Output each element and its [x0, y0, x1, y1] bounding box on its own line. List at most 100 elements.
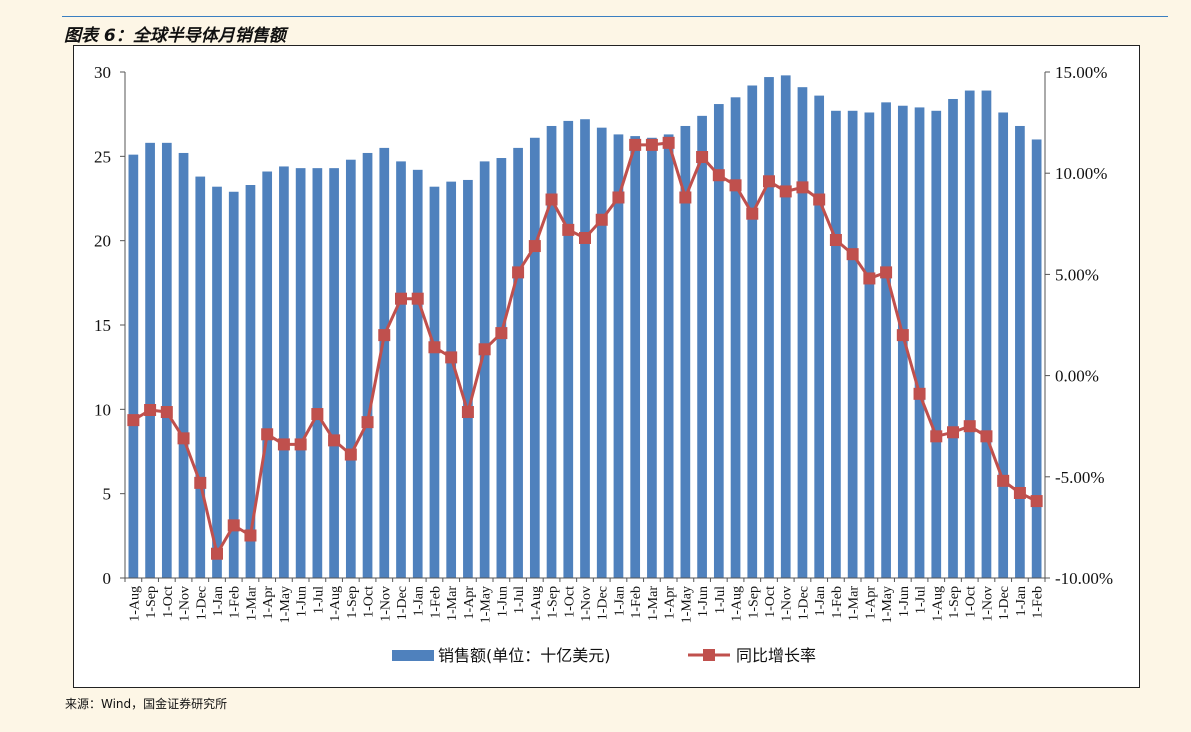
- growth-point-25: [545, 193, 558, 206]
- y-right-tick-label: 5.00%: [1055, 265, 1099, 284]
- growth-point-36: [729, 179, 742, 192]
- axes-layer: [120, 71, 1050, 582]
- bar-32: [663, 134, 674, 578]
- x-tick-label: 1-May: [278, 586, 293, 623]
- y-right-tick-label: 15.00%: [1055, 63, 1107, 82]
- growth-point-11: [311, 408, 324, 421]
- growth-point-14: [361, 416, 374, 429]
- growth-point-31: [645, 138, 658, 151]
- x-tick-label: 1-Mar: [847, 586, 862, 621]
- bar-3: [178, 152, 189, 578]
- bar-37: [747, 85, 758, 578]
- x-tick-label: 1-Aug: [127, 586, 142, 622]
- bar-29: [613, 134, 624, 578]
- x-tick-label: 1-Jan: [612, 586, 627, 616]
- x-tick-label: 1-Oct: [964, 586, 979, 618]
- growth-point-44: [863, 272, 876, 285]
- x-tick-label: 1-Sep: [746, 586, 761, 619]
- source-note: 来源：Wind，国金证券研究所: [65, 697, 228, 711]
- growth-point-38: [763, 175, 775, 188]
- x-tick-label: 1-Mar: [445, 586, 460, 621]
- bar-41: [814, 95, 825, 578]
- x-tick-label: 1-Jun: [696, 586, 711, 617]
- y-left-tick-label: 5: [103, 485, 112, 504]
- x-tick-label: 1-Oct: [562, 586, 577, 618]
- growth-point-27: [579, 231, 591, 244]
- growth-point-22: [495, 327, 508, 340]
- growth-point-46: [896, 329, 909, 342]
- bar-45: [881, 102, 891, 579]
- growth-point-37: [746, 207, 759, 220]
- top-rule: [62, 16, 1168, 17]
- legend-line-marker: [703, 649, 715, 661]
- bar-23: [513, 147, 523, 578]
- legend-line-label: 同比增长率: [736, 646, 816, 665]
- bar-30: [630, 136, 641, 578]
- x-tick-label: 1-Jul: [311, 586, 326, 614]
- growth-point-1: [144, 404, 157, 417]
- growth-point-10: [294, 438, 307, 451]
- growth-point-39: [779, 185, 792, 198]
- bar-49: [948, 98, 958, 578]
- growth-point-45: [880, 266, 893, 279]
- y-left-tick-label: 25: [94, 147, 111, 166]
- growth-point-49: [947, 426, 959, 439]
- bar-13: [345, 159, 356, 578]
- bars-layer: [128, 75, 1042, 579]
- x-tick-label: 1-Dec: [997, 586, 1012, 620]
- growth-point-12: [328, 434, 341, 447]
- y-right-tick-label: -5.00%: [1055, 468, 1105, 487]
- bar-35: [713, 104, 724, 578]
- growth-point-9: [277, 438, 290, 451]
- x-tick-label: 1-Mar: [646, 586, 661, 621]
- x-tick-label: 1-Apr: [462, 586, 477, 620]
- bar-0: [128, 154, 139, 578]
- growth-point-7: [244, 529, 257, 542]
- y-left-tick-label: 20: [94, 232, 111, 251]
- bar-2: [161, 142, 172, 578]
- growth-point-20: [461, 406, 474, 419]
- x-tick-label: 1-Jun: [495, 586, 510, 617]
- bar-8: [262, 171, 273, 578]
- bar-20: [463, 179, 473, 579]
- growth-point-28: [595, 213, 608, 226]
- bar-47: [914, 107, 925, 579]
- growth-point-54: [1030, 495, 1043, 508]
- growth-point-53: [1013, 486, 1026, 499]
- growth-point-17: [411, 292, 424, 305]
- bar-27: [580, 119, 590, 578]
- growth-point-16: [395, 292, 407, 305]
- bar-48: [931, 110, 942, 578]
- bar-42: [831, 110, 841, 578]
- x-tick-label: 1-Nov: [178, 586, 193, 622]
- x-tick-label: 1-Aug: [930, 586, 945, 622]
- growth-point-33: [679, 191, 692, 204]
- ticks-layer: 0 5 10 15 20 25 30 -10.00% -5.00% 0.00% 5.00% 10.00…: [94, 63, 1113, 588]
- bar-52: [998, 112, 1009, 578]
- bar-25: [546, 125, 557, 579]
- x-tick-label: 1-Dec: [194, 586, 209, 620]
- bar-7: [245, 185, 256, 579]
- x-tick-label: 1-Feb: [629, 586, 644, 619]
- growth-point-26: [562, 223, 575, 236]
- bar-34: [697, 115, 707, 578]
- x-tick-label: 1-Nov: [378, 586, 393, 622]
- bar-1: [145, 142, 155, 578]
- bar-54: [1031, 139, 1042, 578]
- growth-point-40: [796, 181, 809, 194]
- x-tick-label: 1-May: [679, 586, 694, 623]
- bar-9: [279, 166, 289, 578]
- growth-point-48: [930, 430, 943, 443]
- y-right-tick-label: -10.00%: [1055, 569, 1113, 588]
- growth-point-30: [629, 138, 642, 151]
- x-tick-label: 1-Sep: [144, 586, 159, 619]
- x-tick-label: 1-Apr: [663, 586, 678, 620]
- x-tick-label: 1-Jan: [412, 586, 427, 616]
- bar-39: [780, 75, 791, 578]
- growth-point-18: [428, 341, 441, 354]
- bar-44: [864, 112, 875, 578]
- x-tick-label: 1-Oct: [763, 586, 778, 618]
- growth-point-19: [445, 351, 458, 364]
- y-left-tick-label: 10: [94, 400, 111, 419]
- growth-point-52: [997, 474, 1010, 487]
